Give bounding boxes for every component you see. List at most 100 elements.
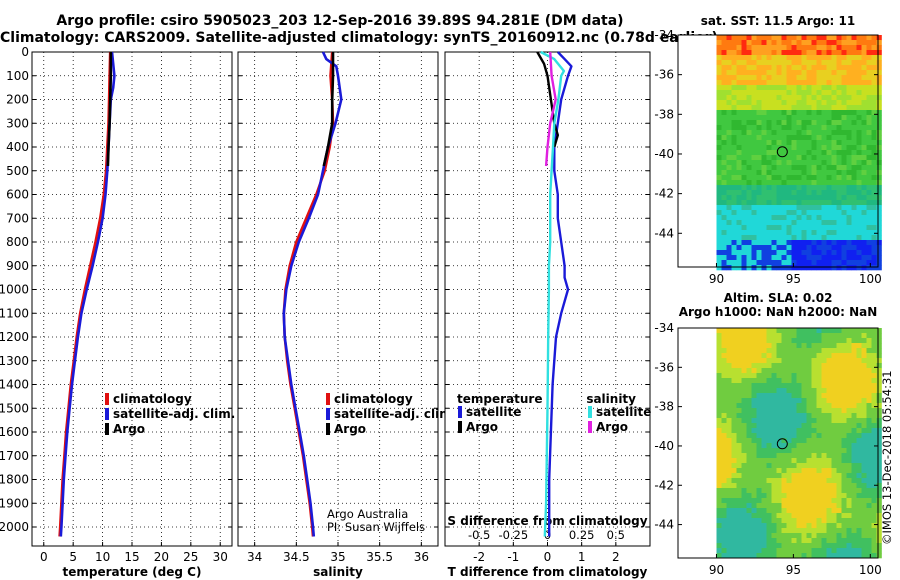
map-y-tick-label: -44 bbox=[654, 518, 674, 532]
legend-swatch bbox=[326, 393, 330, 405]
temperature-panel: 0100200300400500600700800900100011001200… bbox=[0, 45, 235, 579]
y-tick-label: 1000 bbox=[0, 283, 29, 297]
map-x-tick-label: 90 bbox=[709, 563, 724, 577]
legend-label: satellite bbox=[596, 405, 651, 419]
map-y-tick-label: -38 bbox=[654, 400, 674, 414]
y-tick-label: 1800 bbox=[0, 473, 29, 487]
map-y-tick-label: -34 bbox=[654, 28, 674, 42]
x-tick-label: 0 bbox=[40, 550, 48, 564]
y-tick-label: 1100 bbox=[0, 306, 29, 320]
legend-label: Argo bbox=[596, 420, 628, 434]
map-y-tick-label: -42 bbox=[654, 478, 674, 492]
y-tick-label: 1400 bbox=[0, 378, 29, 392]
figure-title-line2: Climatology: CARS2009. Satellite-adjuste… bbox=[0, 30, 718, 46]
y-tick-label: 1300 bbox=[0, 354, 29, 368]
legend-swatch bbox=[326, 408, 330, 420]
sla-map-argo-marker bbox=[776, 438, 788, 450]
y-tick-label: 800 bbox=[6, 235, 29, 249]
legend-label: Argo bbox=[334, 422, 366, 436]
legend-swatch bbox=[105, 393, 109, 405]
series-line bbox=[106, 52, 113, 167]
difference-xlabel: T difference from climatology bbox=[448, 565, 648, 579]
y-tick-label: 900 bbox=[6, 259, 29, 273]
legend-swatch bbox=[458, 406, 462, 418]
y-tick-label: 500 bbox=[6, 164, 29, 178]
legend-swatch bbox=[458, 421, 462, 433]
x-tick-label: 36 bbox=[414, 550, 429, 564]
x-tick-label: 35.5 bbox=[366, 550, 393, 564]
sst-map-title: sat. SST: 11.5 Argo: 11 bbox=[701, 14, 855, 28]
x-tick-label: 35 bbox=[330, 550, 345, 564]
sla-map-subtitle: Argo h1000: NaN h2000: NaN bbox=[679, 305, 878, 319]
y-tick-label: 700 bbox=[6, 211, 29, 225]
x-tick-label: 34 bbox=[247, 550, 262, 564]
x-tick-label: 20 bbox=[154, 550, 169, 564]
salinity-annotation: Argo Australia bbox=[327, 507, 408, 521]
map-y-tick-label: -44 bbox=[654, 226, 674, 240]
map-y-tick-label: -36 bbox=[654, 360, 674, 374]
legend-label: satellite-adj. clim. bbox=[113, 407, 235, 421]
legend-swatch bbox=[326, 423, 330, 435]
legend-label: satellite-adj. clim. bbox=[334, 407, 456, 421]
legend-title-temperature: temperature bbox=[457, 392, 542, 406]
salinity-annotation: PI: Susan Wijffels bbox=[327, 520, 425, 534]
legend-label: climatology bbox=[334, 392, 413, 406]
x-tick-label: 5 bbox=[69, 550, 77, 564]
legend-label: climatology bbox=[113, 392, 192, 406]
s-tick-label: 0.5 bbox=[607, 528, 625, 542]
x-tick-label: 1 bbox=[578, 550, 586, 564]
y-tick-label: 600 bbox=[6, 188, 29, 202]
figure-title-line1: Argo profile: csiro 5905023_203 12-Sep-2… bbox=[56, 13, 624, 29]
s-tick-label: -0.25 bbox=[498, 528, 528, 542]
x-tick-label: -2 bbox=[473, 550, 485, 564]
imos-timestamp: ©IMOS 13-Dec-2018 05:54:31 bbox=[880, 370, 894, 545]
map-y-tick-label: -42 bbox=[654, 187, 674, 201]
y-tick-label: 2000 bbox=[0, 520, 29, 534]
difference-panel: -2 -1 0 1 2T difference from climatology -0.5… bbox=[444, 50, 651, 579]
map-y-tick-label: -36 bbox=[654, 68, 674, 82]
map-y-tick-label: -40 bbox=[654, 439, 674, 453]
map-y-tick-label: -34 bbox=[654, 321, 674, 335]
sla-map: -34 -36 -38 -40 -42 -44 90 95 100 Altim. SLA: 0.0… bbox=[654, 291, 882, 577]
y-tick-label: 1500 bbox=[0, 401, 29, 415]
x-tick-label: -1 bbox=[507, 550, 519, 564]
salinity-frame bbox=[237, 51, 439, 547]
map-x-tick-label: 95 bbox=[786, 563, 801, 577]
legend-title-salinity: salinity bbox=[586, 392, 636, 406]
sst-map-frame bbox=[677, 34, 879, 268]
map-x-tick-label: 95 bbox=[786, 272, 801, 286]
salinity-xlabel: salinity bbox=[313, 565, 363, 579]
y-tick-label: 100 bbox=[6, 69, 29, 83]
y-tick-label: 400 bbox=[6, 140, 29, 154]
legend-swatch bbox=[588, 421, 592, 433]
map-x-tick-label: 90 bbox=[709, 272, 724, 286]
x-tick-label: 10 bbox=[95, 550, 110, 564]
x-tick-label: 30 bbox=[213, 550, 228, 564]
y-tick-label: 300 bbox=[6, 116, 29, 130]
s-tick-label: 0 bbox=[544, 528, 551, 542]
legend-label: Argo bbox=[466, 420, 498, 434]
x-tick-label: 25 bbox=[183, 550, 198, 564]
sst-map: -34 -36 -38 -40 -42 -44 90 95 100 sat. SST: 11.5 … bbox=[654, 14, 882, 286]
temperature-xlabel: temperature (deg C) bbox=[63, 565, 202, 579]
salinity-panel: 34 34.5 35 35.5 36 salinity climatologysatelli… bbox=[237, 51, 456, 579]
y-tick-label: 1600 bbox=[0, 425, 29, 439]
s-tick-label: 0.25 bbox=[569, 528, 595, 542]
x-tick-label: 15 bbox=[124, 550, 139, 564]
series-line bbox=[322, 52, 335, 167]
sla-map-title: Altim. SLA: 0.02 bbox=[724, 291, 833, 305]
series-line bbox=[544, 51, 557, 167]
y-tick-label: 0 bbox=[21, 45, 29, 59]
legend-swatch bbox=[588, 406, 592, 418]
series-line bbox=[536, 51, 559, 148]
s-tick-label: -0.5 bbox=[468, 528, 490, 542]
map-y-tick-label: -40 bbox=[654, 147, 674, 161]
x-tick-label: 0 bbox=[544, 550, 552, 564]
legend-swatch bbox=[105, 408, 109, 420]
y-tick-label: 200 bbox=[6, 93, 29, 107]
legend-swatch bbox=[105, 423, 109, 435]
x-tick-label: 2 bbox=[612, 550, 620, 564]
y-tick-label: 1700 bbox=[0, 449, 29, 463]
y-tick-label: 1900 bbox=[0, 496, 29, 510]
